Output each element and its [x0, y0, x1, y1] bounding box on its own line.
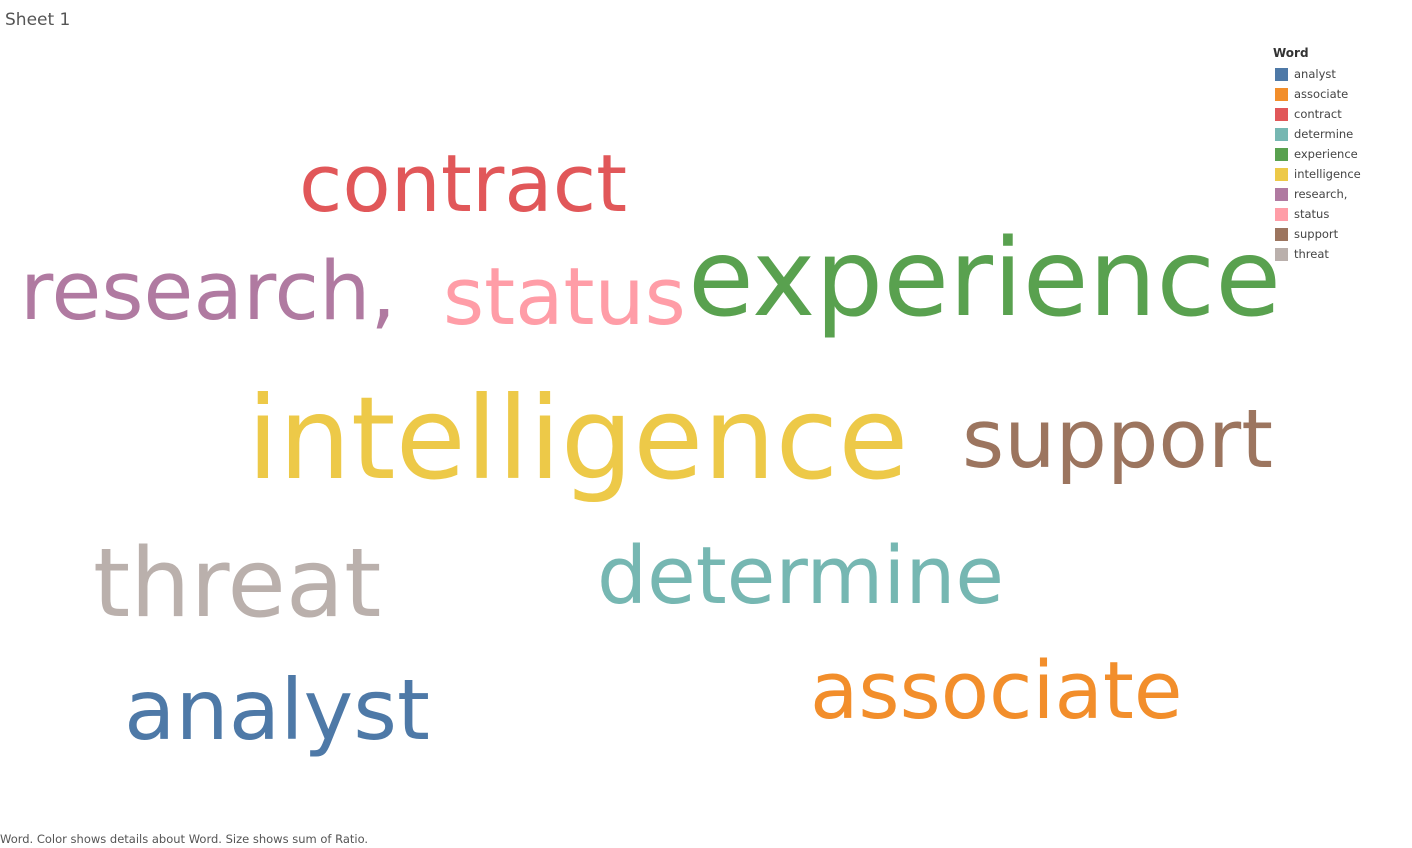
legend-label: analyst	[1294, 67, 1336, 81]
word-associate[interactable]: associate	[810, 645, 1183, 737]
legend-label: experience	[1294, 147, 1358, 161]
word-support[interactable]: support	[962, 393, 1273, 487]
legend-swatch	[1275, 207, 1288, 221]
word-intelligence[interactable]: intelligence	[247, 372, 909, 505]
word-research[interactable]: research,	[20, 245, 397, 339]
word-threat[interactable]: threat	[93, 529, 382, 639]
legend-swatch	[1275, 187, 1288, 201]
chart-caption: Word. Color shows details about Word. Si…	[0, 832, 369, 846]
legend-label: threat	[1294, 247, 1329, 261]
word-determine[interactable]: determine	[597, 530, 1004, 622]
legend-items: analyst associate contract determine experie…	[1273, 64, 1403, 264]
legend-item[interactable]: research,	[1273, 184, 1403, 204]
legend-item[interactable]: determine	[1273, 124, 1403, 144]
legend-swatch	[1275, 167, 1288, 181]
legend-swatch	[1275, 107, 1288, 121]
legend-item[interactable]: associate	[1273, 84, 1403, 104]
legend-swatch	[1275, 127, 1288, 141]
word-status[interactable]: status	[443, 251, 686, 343]
color-legend: Word analyst associate contract determine ex…	[1273, 46, 1403, 264]
legend-label: status	[1294, 207, 1330, 221]
legend-label: intelligence	[1294, 167, 1361, 181]
legend-label: contract	[1294, 107, 1342, 121]
legend-swatch	[1275, 227, 1288, 241]
word-contract[interactable]: contract	[299, 138, 628, 230]
legend-swatch	[1275, 67, 1288, 81]
legend-swatch	[1275, 87, 1288, 101]
legend-label: research,	[1294, 187, 1348, 201]
legend-item[interactable]: experience	[1273, 144, 1403, 164]
word-experience[interactable]: experience	[688, 217, 1282, 341]
legend-item[interactable]: status	[1273, 204, 1403, 224]
legend-item[interactable]: threat	[1273, 244, 1403, 264]
legend-swatch	[1275, 247, 1288, 261]
legend-label: support	[1294, 227, 1339, 241]
legend-label: determine	[1294, 127, 1354, 141]
legend-item[interactable]: analyst	[1273, 64, 1403, 84]
legend-swatch	[1275, 147, 1288, 161]
legend-title: Word	[1273, 46, 1309, 60]
sheet-title: Sheet 1	[5, 10, 71, 30]
legend-item[interactable]: support	[1273, 224, 1403, 244]
legend-item[interactable]: intelligence	[1273, 164, 1403, 184]
legend-label: associate	[1294, 87, 1349, 101]
word-analyst[interactable]: analyst	[124, 661, 430, 759]
legend-item[interactable]: contract	[1273, 104, 1403, 124]
